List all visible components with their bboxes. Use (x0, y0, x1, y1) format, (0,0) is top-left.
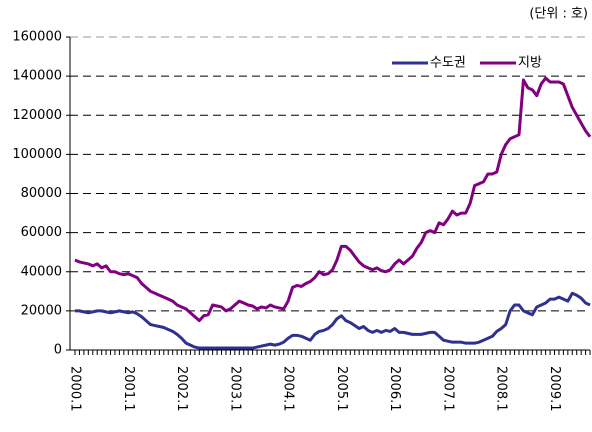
x-tick-label: 2006.1 (387, 366, 402, 412)
legend-label: 수도권 (430, 56, 466, 71)
x-tick-label: 2009.1 (547, 366, 562, 412)
y-tick-label: 0 (54, 343, 62, 358)
x-tick-label: 2002.1 (174, 366, 189, 412)
y-tick-label: 80000 (21, 186, 62, 201)
y-tick-label: 160000 (12, 30, 62, 45)
y-tick-label: 60000 (21, 225, 62, 240)
x-tick-label: 2003.1 (227, 366, 242, 412)
x-tick-label: 2000.1 (68, 366, 83, 412)
y-tick-label: 100000 (12, 147, 62, 162)
legend-label: 지방 (518, 56, 542, 71)
y-tick-label: 140000 (12, 69, 62, 84)
x-tick-label: 2001.1 (121, 366, 136, 412)
y-tick-label: 120000 (12, 108, 62, 123)
y-tick-label: 20000 (21, 303, 62, 318)
series-line (74, 76, 592, 323)
series-line (75, 291, 591, 350)
x-tick-label: 2007.1 (440, 366, 455, 412)
x-tick-label: 2005.1 (334, 366, 349, 412)
unit-label: (단위 : 호) (529, 7, 588, 22)
x-tick-label: 2004.1 (281, 366, 296, 412)
x-tick-label: 2008.1 (494, 366, 509, 412)
y-tick-label: 40000 (21, 264, 62, 279)
